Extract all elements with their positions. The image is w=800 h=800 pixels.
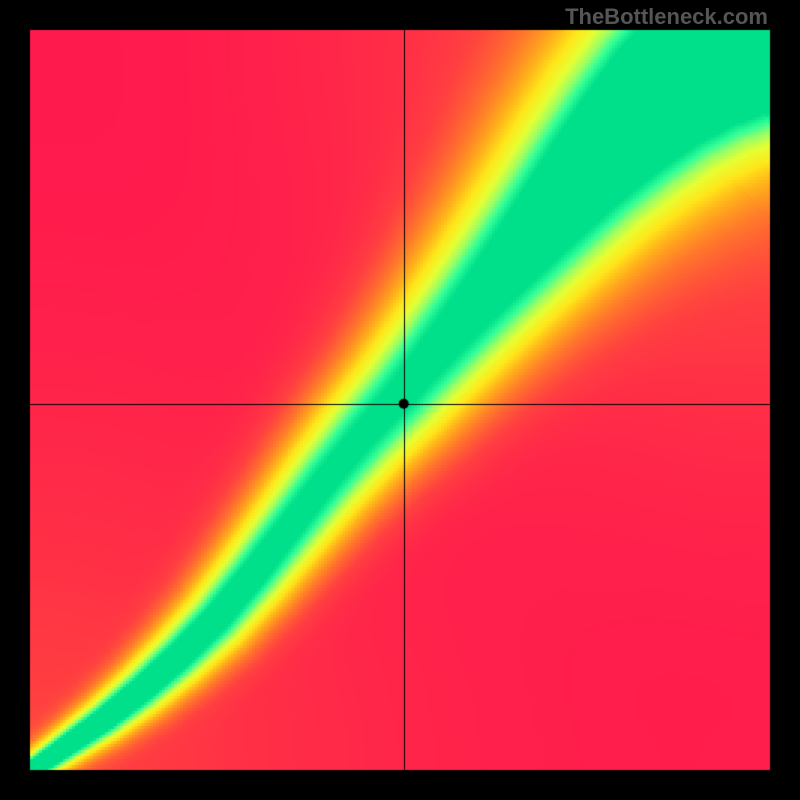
watermark-text: TheBottleneck.com bbox=[565, 4, 768, 30]
bottleneck-heatmap bbox=[0, 0, 800, 800]
